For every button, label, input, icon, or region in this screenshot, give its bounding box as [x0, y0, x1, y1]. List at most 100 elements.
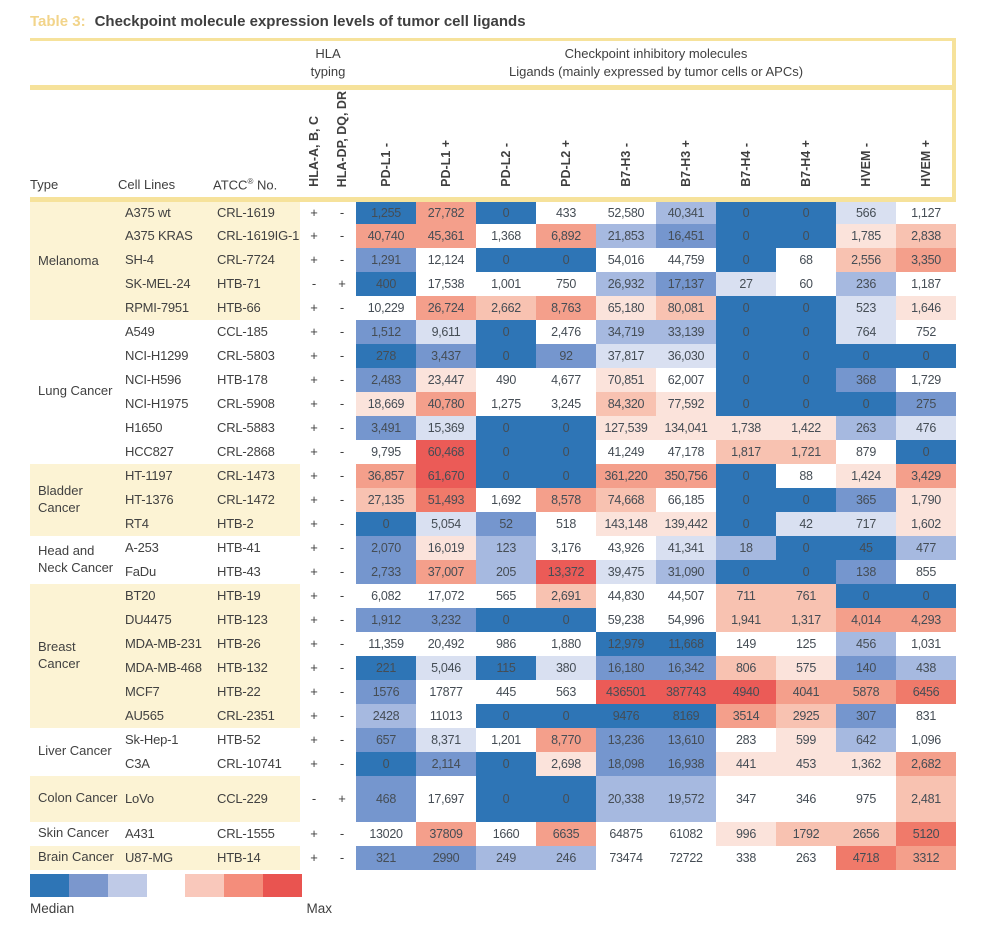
value-cell-b7-h4: 0	[716, 463, 776, 488]
value-cell-pd-l1: 40,780	[416, 391, 476, 416]
value-cell-pd-l2: 1,275	[476, 391, 536, 416]
table-row: NCI-H1975 CRL-5908 + -18,669 40,780 1,275 3,24…	[30, 391, 956, 416]
value-cell-hvem: 138	[836, 559, 896, 584]
cell-line-name: RT4	[118, 511, 213, 536]
col-header-label: B7-H3 -	[619, 143, 633, 187]
atcc-number: HTB-178	[217, 372, 268, 387]
value-cell-pd-l2: 0	[536, 415, 596, 440]
value-cell-b7-h3: 43,926	[596, 535, 656, 560]
value-cell-b7-h4: 0	[776, 295, 836, 320]
value-cell-hvem: 5878	[836, 679, 896, 704]
hla-dpdqdr-status: -	[339, 588, 345, 603]
value-cell-pd-l2: 0	[536, 463, 596, 488]
table-row: Bladder Cancer HT-1197 CRL-1473 + -36,857 61,…	[30, 463, 956, 536]
cell-line-name: C3A	[125, 756, 150, 771]
value-cell-b7-h3: 54,996	[656, 607, 716, 632]
cell-line-name: NCI-H1299	[125, 348, 189, 363]
hla-dpdqdr-status: -	[339, 756, 345, 771]
value-cell-pd-l1: 61,670	[416, 463, 476, 488]
value-cell-b7-h4: 0	[716, 487, 776, 512]
value-cell-b7-h4: 0	[716, 223, 776, 248]
table-row: FaDu HTB-43 + -2,733 37,007 205 13,372 39,475 31…	[30, 559, 956, 584]
value-cell-hvem: 263	[836, 415, 896, 440]
hla-abc-status: +	[310, 684, 318, 699]
value-cell-hvem: 1,602	[896, 511, 956, 536]
value-cell-pd-l2: 0	[536, 247, 596, 272]
value-cell-b7-h4: 0	[716, 319, 776, 344]
value-cell-hvem: 831	[896, 703, 956, 728]
hla-abc-status: +	[310, 205, 318, 221]
value-cell-pd-l1: 23,447	[416, 367, 476, 392]
value-cell-pd-l1: 2428	[356, 703, 416, 728]
value-cell-hvem: 0	[896, 439, 956, 464]
value-cell-pd-l2: 0	[476, 199, 536, 224]
value-cell-pd-l2: 986	[476, 631, 536, 656]
value-cell-hvem: 1,646	[896, 295, 956, 320]
value-cell-b7-h4: 0	[716, 511, 776, 536]
value-cell-pd-l1: 11013	[416, 703, 476, 728]
value-cell-pd-l1: 17877	[416, 679, 476, 704]
value-cell-b7-h3: 34,719	[596, 319, 656, 344]
legend-red-swatch	[185, 874, 224, 897]
value-cell-pd-l1: 2,483	[356, 367, 416, 392]
value-cell-b7-h4: 0	[716, 247, 776, 272]
value-cell-b7-h3: 74,668	[596, 487, 656, 512]
value-cell-pd-l2: 0	[476, 463, 536, 488]
value-cell-pd-l2: 0	[536, 775, 596, 822]
value-cell-pd-l2: 123	[476, 535, 536, 560]
hla-abc-status: +	[310, 492, 318, 507]
value-cell-b7-h4: 0	[716, 199, 776, 224]
value-cell-hvem: 140	[836, 655, 896, 680]
value-cell-pd-l2: 445	[476, 679, 536, 704]
group-header-spacer	[30, 41, 300, 90]
hla-dpdqdr-status: -	[339, 636, 345, 651]
value-cell-pd-l2: 750	[536, 271, 596, 296]
legend-blue-swatch	[108, 874, 147, 897]
table-row: NCI-H596 HTB-178 + -2,483 23,447 490 4,677 70,8…	[30, 367, 956, 392]
value-cell-pd-l2: 1,001	[476, 271, 536, 296]
value-cell-b7-h3: 64875	[596, 821, 656, 846]
value-cell-hvem: 0	[896, 583, 956, 608]
table-row: Colon Cancer LoVo CCL-229- +468 17,697 0 0 20,3…	[30, 775, 956, 822]
value-cell-pd-l2: 0	[536, 439, 596, 464]
value-cell-hvem: 1,127	[896, 199, 956, 224]
value-cell-pd-l2: 0	[476, 343, 536, 368]
value-cell-b7-h3: 350,756	[656, 463, 716, 488]
hla-dpdqdr-status: -	[339, 850, 345, 865]
value-cell-b7-h4: 0	[776, 559, 836, 584]
value-cell-pd-l2: 0	[476, 319, 536, 344]
value-cell-pd-l1: 321	[356, 845, 416, 870]
value-cell-hvem: 2656	[836, 821, 896, 846]
value-cell-hvem: 275	[896, 391, 956, 416]
value-cell-b7-h3: 41,249	[596, 439, 656, 464]
value-cell-b7-h3: 66,185	[656, 487, 716, 512]
value-cell-pd-l1: 1,512	[356, 319, 416, 344]
value-cell-pd-l1: 11,359	[356, 631, 416, 656]
value-cell-hvem: 477	[896, 535, 956, 560]
cell-line-name: RPMI-7951	[118, 295, 213, 320]
value-cell-pd-l2: 8,763	[536, 295, 596, 320]
legend-max-label: Max	[306, 901, 332, 916]
cell-line-name: FaDu	[125, 564, 156, 579]
cell-line-name: A431	[125, 826, 155, 841]
value-cell-pd-l1: 0	[356, 511, 416, 536]
value-cell-pd-l1: 1,912	[356, 607, 416, 632]
value-cell-b7-h3: 70,851	[596, 367, 656, 392]
table-row: Melanoma A375 wt CRL-1619 + -1,255 27,782 0 433…	[30, 199, 956, 320]
legend-red-swatch	[224, 874, 263, 897]
value-cell-b7-h3: 84,320	[596, 391, 656, 416]
value-cell-hvem: 1,424	[836, 463, 896, 488]
value-cell-b7-h4: 68	[776, 247, 836, 272]
atcc-number: CRL-1473	[213, 463, 300, 488]
hla-abc-status: +	[310, 348, 318, 363]
value-cell-pd-l2: 6635	[536, 821, 596, 846]
value-cell-b7-h3: 20,338	[596, 775, 656, 822]
hla-abc-status: +	[310, 420, 318, 435]
value-cell-pd-l2: 4,677	[536, 367, 596, 392]
cell-line-name: Sk-Hep-1	[125, 732, 179, 747]
type-group-label: Brain Cancer	[30, 845, 118, 870]
value-cell-b7-h3: 44,507	[656, 583, 716, 608]
value-cell-hvem: 1,187	[896, 271, 956, 296]
value-cell-hvem: 2,838	[896, 223, 956, 248]
